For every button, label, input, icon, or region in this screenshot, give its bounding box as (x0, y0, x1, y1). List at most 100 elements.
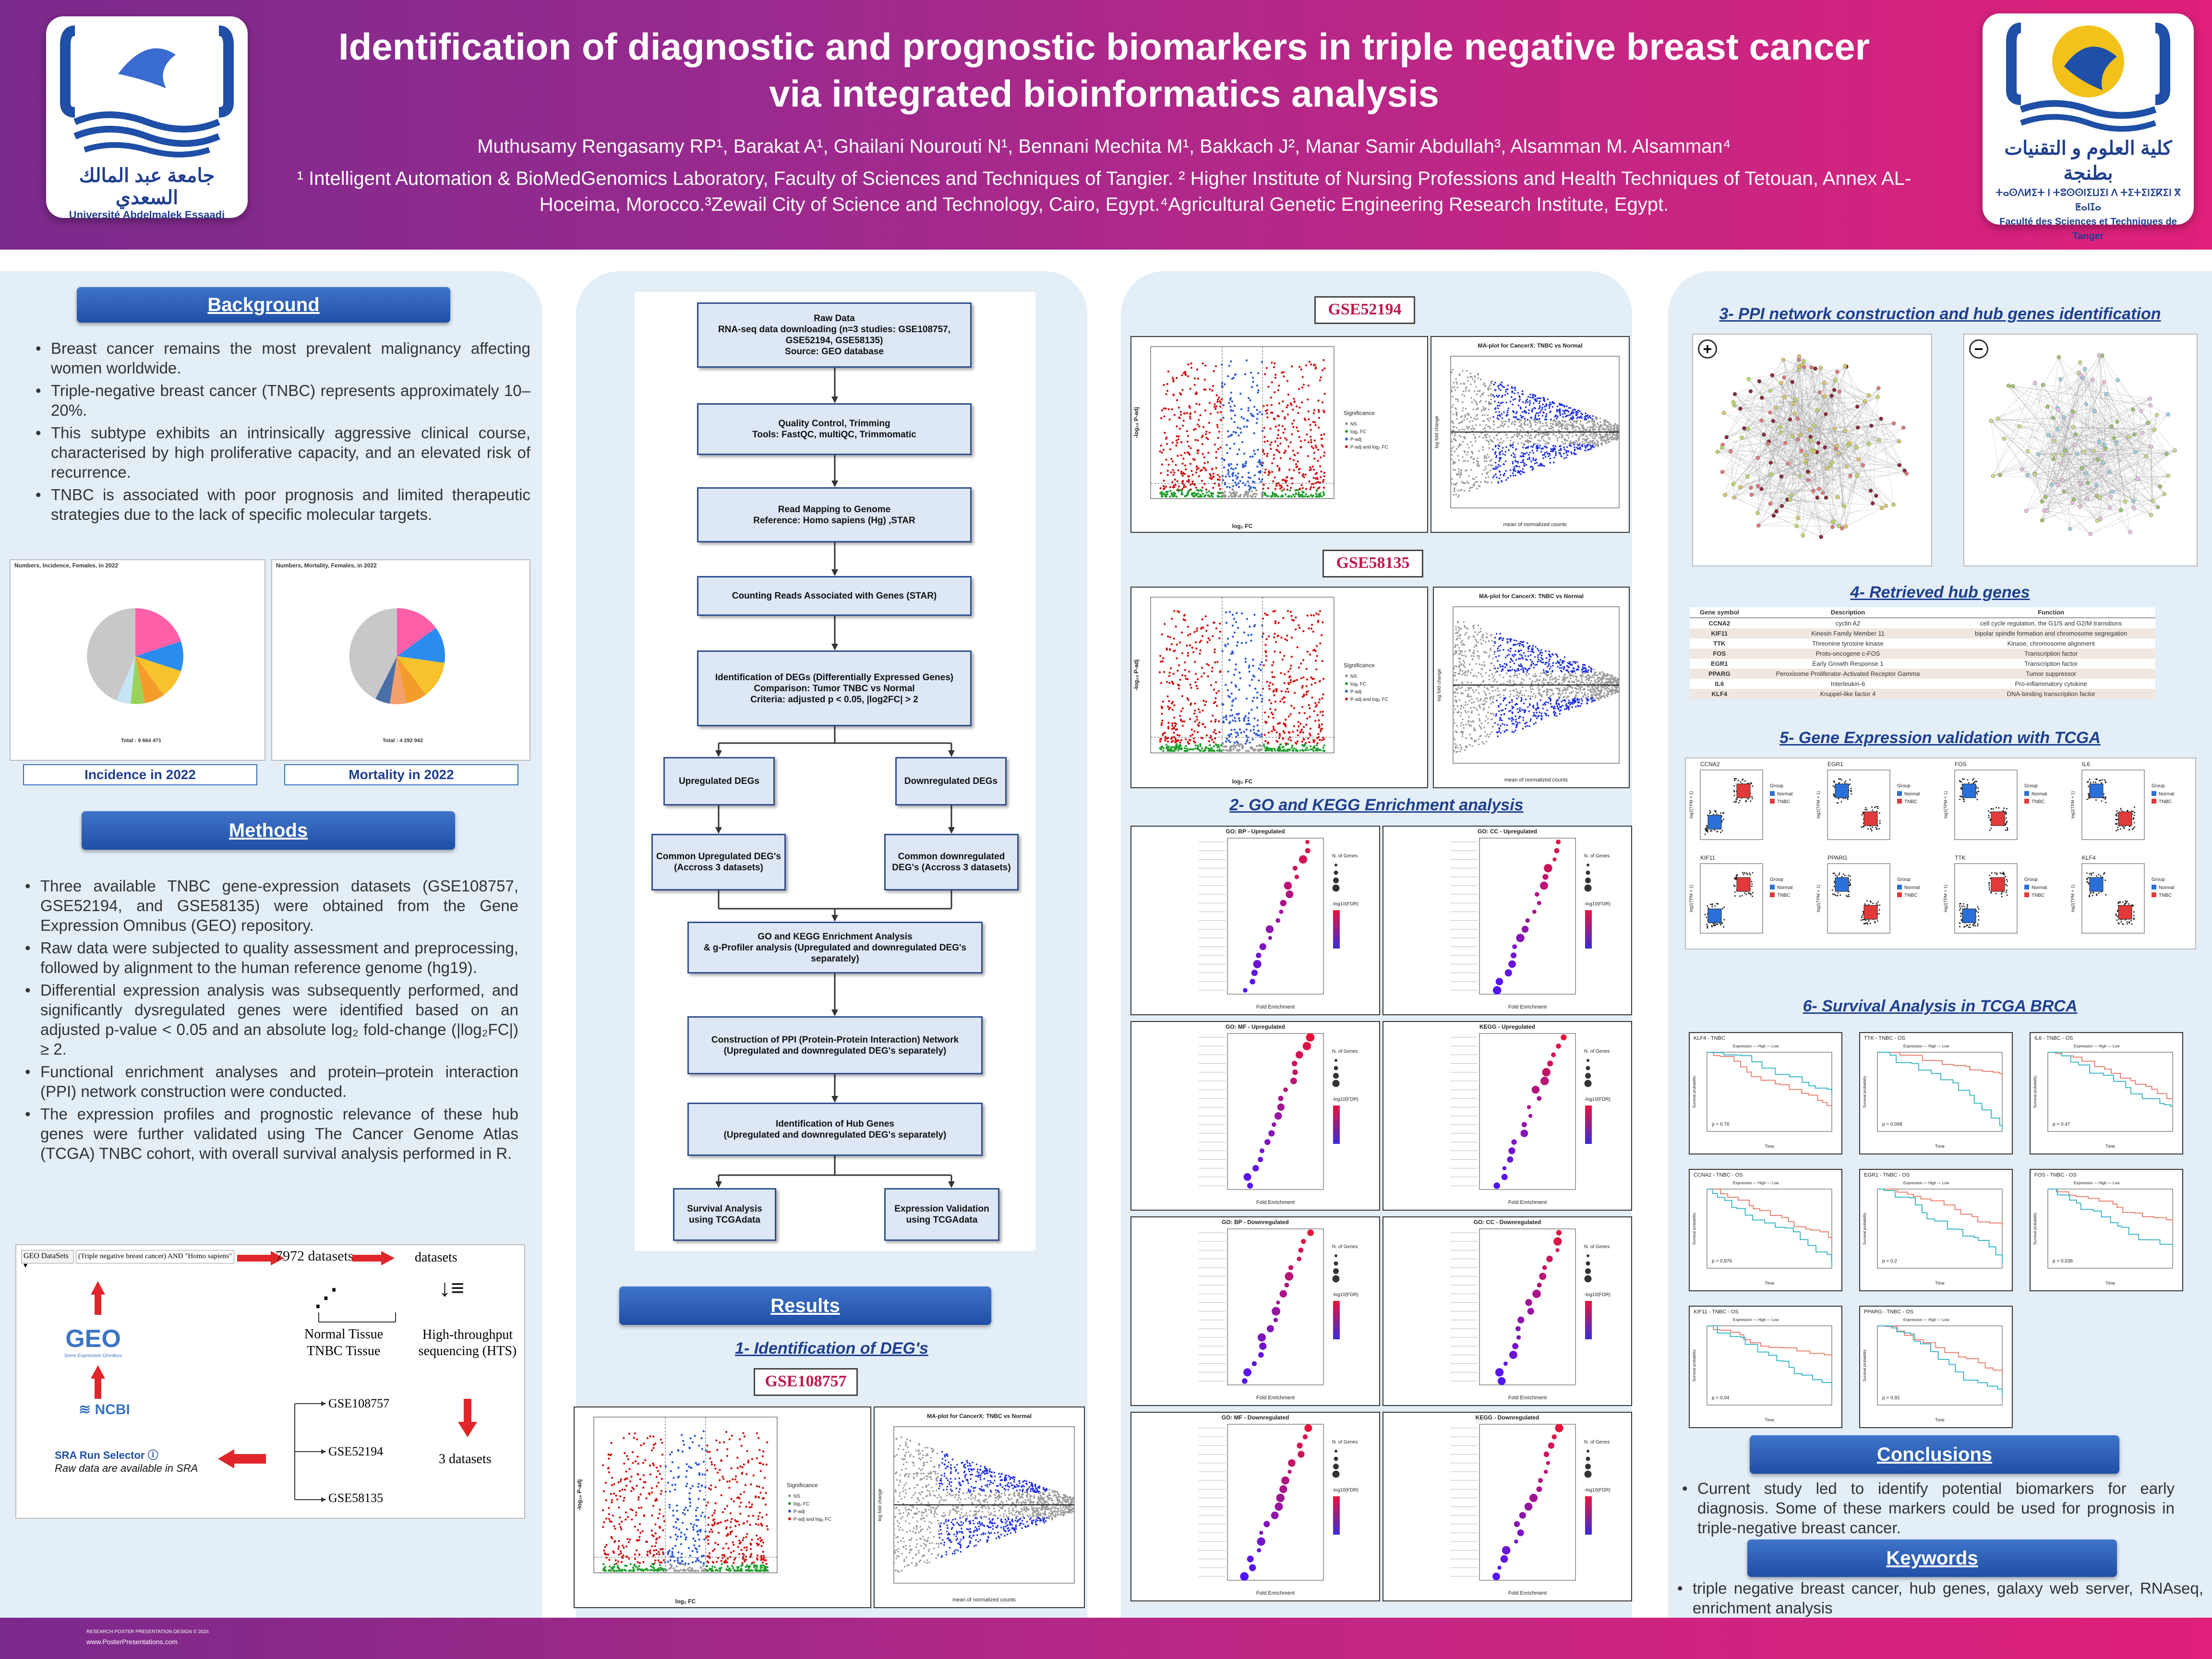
ma-point (969, 1542, 971, 1544)
volcano-point (748, 1565, 750, 1568)
ma-point (954, 1518, 956, 1520)
ma-point (1545, 422, 1548, 424)
title-line-1: Identification of diagnostic and prognos… (338, 25, 1870, 68)
ma-point (904, 1458, 906, 1460)
ma-point (1535, 424, 1537, 426)
volcano-point (605, 1553, 608, 1556)
volcano-point (1305, 364, 1308, 367)
ma-point (976, 1471, 978, 1473)
volcano-point (667, 1481, 669, 1484)
ma-point (957, 1550, 959, 1551)
ma-point (1036, 1502, 1038, 1504)
ma-point (1487, 387, 1489, 390)
ma-point (1570, 445, 1572, 447)
volcano-point (675, 1565, 678, 1568)
ma-point (1019, 1482, 1021, 1484)
ma-point (1036, 1488, 1038, 1490)
volcano-point (629, 1563, 632, 1565)
ma-point (961, 1527, 962, 1530)
volcano-point (1224, 491, 1226, 493)
volcano-point (1212, 385, 1214, 387)
ma-point (928, 1473, 931, 1475)
ma-point (898, 1509, 900, 1512)
volcano-point (1191, 647, 1193, 649)
volcano-point (651, 1545, 653, 1548)
volcano-point (1218, 479, 1221, 481)
ma-point (1504, 451, 1507, 453)
ma-point (1502, 385, 1504, 388)
volcano-point (1162, 448, 1165, 451)
ma-point (1015, 1517, 1017, 1519)
ma-point (1614, 422, 1616, 425)
ma-point (1031, 1522, 1033, 1524)
volcano-point (1171, 376, 1174, 379)
ma-point (1464, 416, 1466, 418)
ma-point (1476, 393, 1478, 396)
volcano-point (1281, 490, 1283, 492)
volcano-point (729, 1533, 732, 1535)
volcano-point (1313, 457, 1316, 460)
ma-point (1555, 420, 1557, 422)
volcano-point (1191, 482, 1194, 485)
ma-point (1489, 427, 1491, 429)
volcano-point (653, 1549, 655, 1552)
volcano-point (1208, 490, 1210, 493)
volcano-point (621, 1570, 624, 1572)
volcano-point (705, 1569, 708, 1572)
ma-point (1033, 1490, 1035, 1492)
ma-point (1475, 481, 1477, 483)
ma-point (975, 1475, 977, 1477)
volcano-point (652, 1447, 655, 1449)
ma-point (955, 1549, 957, 1551)
ma-point (967, 1488, 970, 1491)
ma-point (943, 1472, 946, 1475)
volcano-point (713, 1464, 716, 1467)
ma-point (906, 1473, 908, 1475)
volcano-point (1311, 466, 1314, 468)
volcano-point (1278, 402, 1280, 405)
ma-point (1501, 417, 1503, 420)
volcano-point (655, 1467, 658, 1469)
ma-point (922, 1465, 925, 1467)
ma-point (999, 1483, 1001, 1485)
ma-point (1073, 1502, 1075, 1503)
ma-point (1458, 422, 1460, 424)
ma-point (1005, 1522, 1007, 1524)
ma-point (1488, 386, 1490, 388)
volcano-point (762, 1558, 764, 1561)
volcano-point (1271, 361, 1273, 364)
ma-point (1483, 455, 1486, 457)
volcano-point (1274, 362, 1276, 365)
volcano-point (1232, 376, 1235, 379)
ma-point (952, 1494, 954, 1496)
ma-point (1453, 483, 1455, 485)
sra-selector-label: SRA Run Selector (55, 1449, 145, 1461)
arrow-up-icon (91, 1281, 105, 1315)
volcano-point (751, 1458, 754, 1460)
volcano-point (717, 1531, 720, 1534)
volcano-point (742, 1552, 744, 1555)
ma-point (967, 1545, 970, 1548)
volcano-point (1267, 385, 1270, 388)
volcano-point (763, 1565, 766, 1567)
ma-point (940, 1478, 942, 1480)
ma-point (1574, 453, 1576, 456)
ma-point (1587, 417, 1589, 419)
ma-point (1588, 441, 1590, 444)
volcano-point (1183, 412, 1185, 415)
ma-point (1589, 427, 1591, 430)
ma-point (1064, 1499, 1066, 1501)
ma-point (1523, 471, 1525, 474)
ma-point (949, 1481, 950, 1483)
ma-point (894, 1569, 897, 1572)
volcano-point (700, 1437, 703, 1440)
volcano-point (684, 1533, 686, 1536)
ma-point (1042, 1513, 1044, 1515)
ma-point (1524, 463, 1526, 465)
ma-point (1567, 414, 1569, 417)
right-faculty-logo: كلية العلوم و التقنيات بطنجة ⵜⴰⵙⴷⵍⵉⵜ ⵏ ⵜ… (1983, 13, 2194, 241)
volcano-point (765, 1463, 768, 1466)
ma-point (923, 1472, 925, 1475)
ma-point (1506, 393, 1509, 395)
ma-point (1013, 1479, 1015, 1481)
